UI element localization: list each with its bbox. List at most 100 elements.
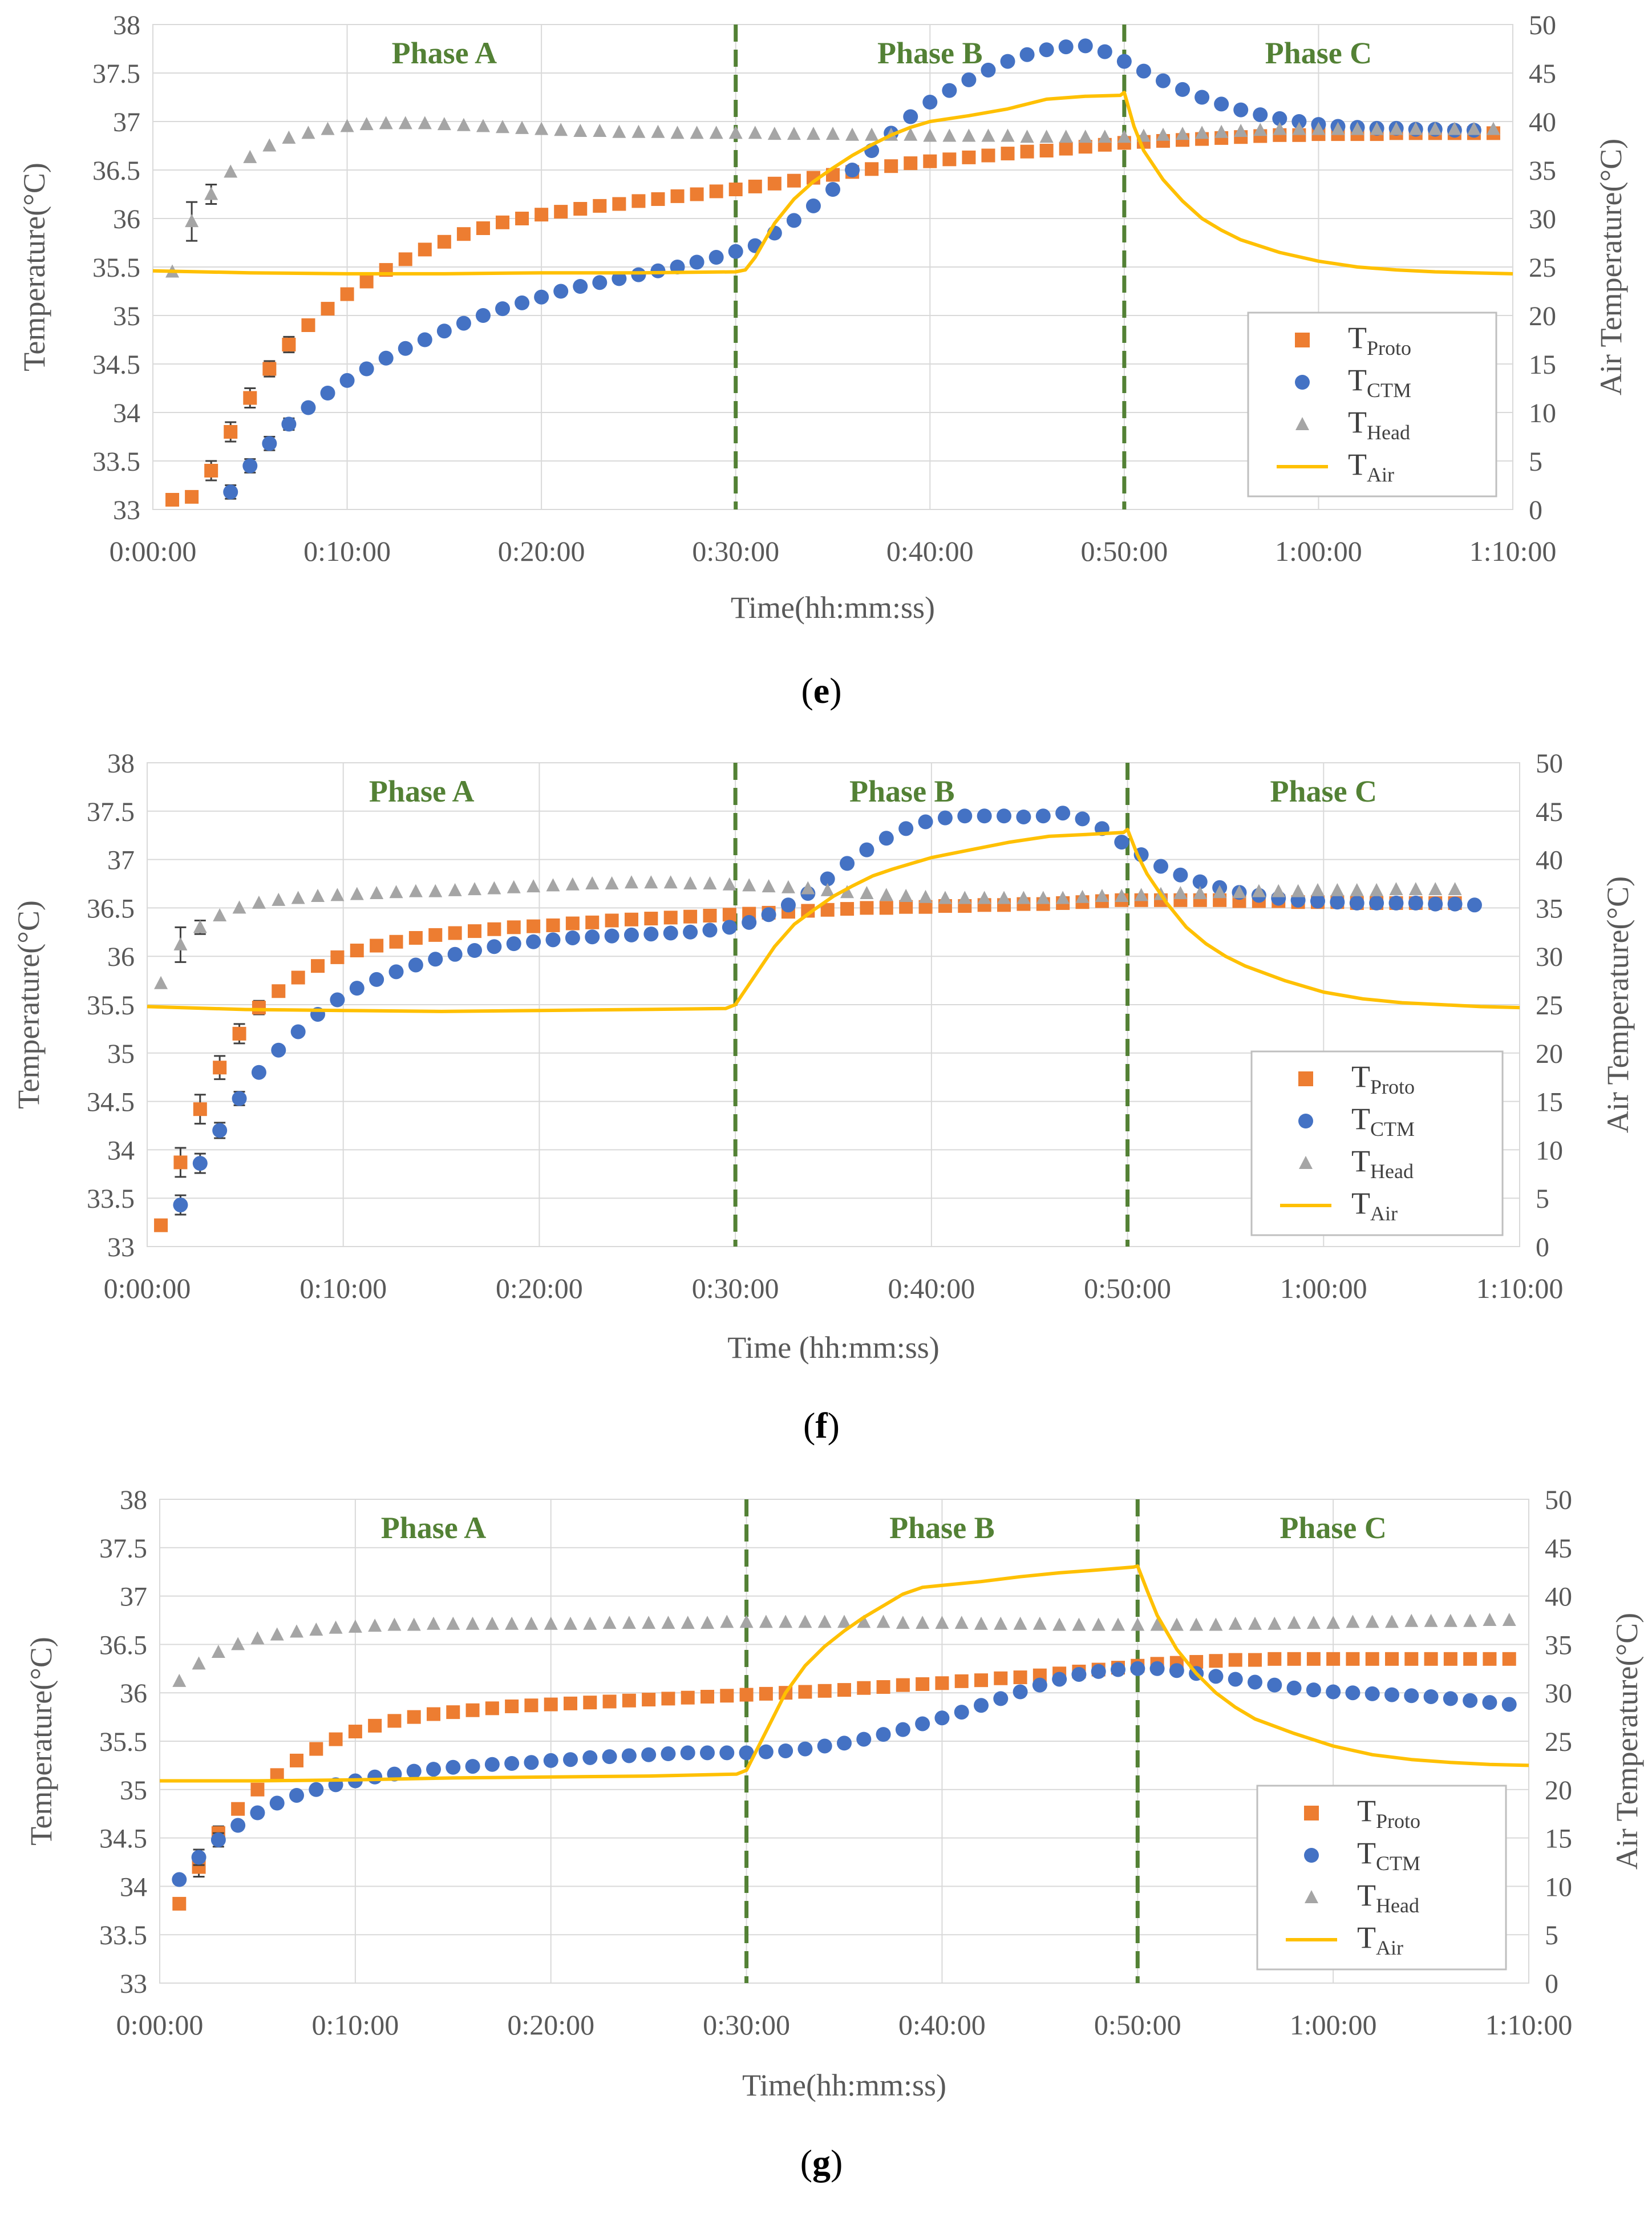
data-point-tctm — [553, 284, 569, 299]
data-point-tproto — [904, 156, 918, 171]
data-point-tproto — [583, 1696, 597, 1710]
data-point-tctm — [1233, 102, 1249, 118]
data-point-tctm — [1116, 54, 1132, 69]
y-tick-label: 34.5 — [92, 350, 140, 380]
data-point-thead — [1078, 130, 1092, 143]
data-point-tproto — [359, 274, 374, 289]
y-tick-label: 35 — [113, 301, 140, 331]
data-point-thead — [1075, 889, 1090, 903]
y-tick-label: 37 — [113, 107, 140, 137]
legend-label-main: T — [1357, 1836, 1376, 1870]
data-point-thead — [527, 879, 541, 893]
data-point-thead — [272, 892, 286, 906]
data-point-tctm — [1097, 44, 1112, 59]
data-point-tproto — [544, 1697, 558, 1712]
y2-tick-label: 15 — [1545, 1824, 1572, 1854]
data-point-tproto — [602, 1694, 617, 1709]
legend-label: TCTM — [1348, 363, 1411, 402]
data-point-thead — [350, 887, 364, 900]
x-tick-label: 0:00:00 — [110, 535, 197, 567]
data-point-tproto — [663, 911, 678, 925]
data-point-tctm — [780, 897, 796, 913]
data-point-tctm — [700, 1745, 715, 1761]
legend-marker-square — [1304, 1806, 1319, 1820]
data-point-tctm — [612, 271, 627, 286]
data-point-tproto — [1502, 1652, 1516, 1666]
data-point-tproto — [1385, 1652, 1399, 1666]
y-tick-label: 33.5 — [87, 1184, 135, 1214]
phase-label: Phase A — [369, 774, 475, 808]
x-tick-label: 0:10:00 — [303, 535, 391, 567]
data-point-tproto — [496, 215, 510, 229]
data-point-tctm — [1369, 895, 1384, 911]
data-point-tctm — [876, 1727, 891, 1742]
x-tick-label: 0:10:00 — [299, 1272, 387, 1304]
data-point-tctm — [191, 1850, 206, 1865]
data-point-thead — [935, 1616, 949, 1629]
legend-label: TAir — [1348, 447, 1394, 486]
data-point-tctm — [436, 323, 452, 339]
y2-tick-label: 35 — [1536, 893, 1563, 924]
data-point-tctm — [957, 808, 973, 824]
data-point-thead — [801, 881, 815, 895]
data-point-thead — [1131, 1617, 1145, 1631]
data-point-tctm — [524, 1755, 539, 1770]
caption-open-paren: ( — [803, 1405, 815, 1446]
data-point-thead — [837, 1615, 851, 1628]
data-point-tproto — [748, 179, 762, 193]
data-point-tctm — [388, 964, 404, 980]
data-point-thead — [1020, 130, 1034, 143]
data-point-thead — [1213, 885, 1227, 899]
data-point-tproto — [340, 287, 354, 301]
data-point-tctm — [1467, 897, 1482, 913]
data-point-tproto — [485, 1701, 499, 1716]
data-point-tctm — [1228, 1672, 1243, 1687]
legend-marker-circle — [1298, 1114, 1313, 1128]
data-point-thead — [211, 1644, 225, 1658]
data-point-tctm — [878, 831, 894, 846]
data-point-tproto — [683, 909, 698, 924]
legend-label-main: T — [1357, 1794, 1376, 1828]
data-point-tproto — [798, 1685, 812, 1699]
y-tick-label: 37.5 — [99, 1534, 147, 1564]
data-point-tctm — [1248, 1674, 1262, 1690]
x-tick-label: 1:00:00 — [1275, 535, 1362, 567]
series-tair — [152, 91, 1513, 276]
data-point-thead — [896, 1616, 910, 1629]
data-point-tproto — [456, 227, 471, 241]
data-point-thead — [418, 116, 432, 130]
data-point-thead — [1389, 882, 1403, 896]
data-point-tproto — [370, 938, 384, 953]
caption-close-paren: ) — [831, 2142, 843, 2183]
data-point-thead — [192, 1656, 206, 1670]
x-tick-label: 0:30:00 — [703, 2009, 790, 2041]
data-point-tproto — [515, 212, 529, 225]
y-tick-label: 37 — [107, 845, 135, 876]
data-point-tctm — [212, 1123, 228, 1138]
y-tick-label: 34 — [120, 1872, 147, 1902]
data-point-tctm — [915, 1716, 930, 1731]
data-point-tctm — [339, 373, 355, 388]
data-point-tctm — [1136, 63, 1151, 79]
data-point-tctm — [934, 1710, 950, 1726]
data-point-tproto — [728, 183, 743, 196]
data-point-tctm — [210, 1832, 226, 1847]
data-point-tctm — [1267, 1677, 1282, 1693]
x-tick-label: 0:00:00 — [116, 2009, 204, 2041]
data-point-tproto — [701, 1689, 714, 1704]
data-point-tctm — [1019, 47, 1035, 62]
series-thead — [172, 1613, 1516, 1687]
data-point-thead — [1214, 124, 1229, 138]
data-point-thead — [564, 1616, 577, 1630]
data-point-thead — [779, 1615, 793, 1628]
data-point-tctm — [898, 821, 914, 836]
legend-label: THead — [1351, 1144, 1414, 1183]
data-point-tctm — [398, 341, 413, 356]
y-axis-label: Temperature(°C) — [11, 900, 46, 1109]
series-line-tair — [160, 1564, 1529, 1783]
data-point-thead — [389, 885, 403, 899]
data-point-tctm — [742, 915, 757, 930]
data-point-tctm — [262, 436, 277, 451]
data-point-tproto — [759, 1686, 773, 1701]
data-point-tctm — [1482, 1695, 1497, 1710]
